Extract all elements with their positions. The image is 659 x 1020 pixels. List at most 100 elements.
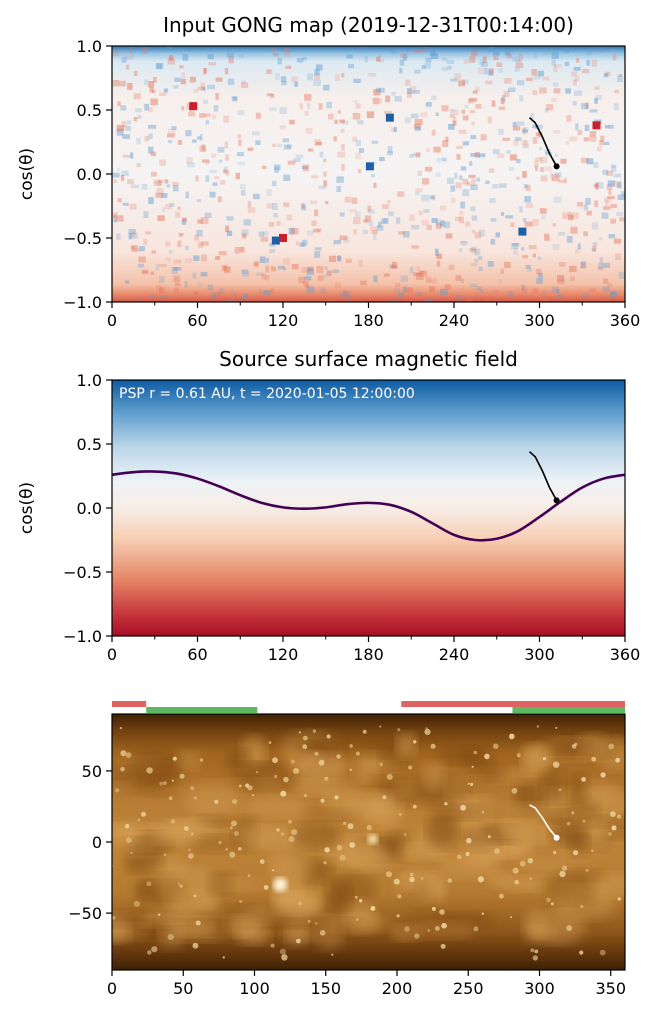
- gong-pixel: [572, 100, 577, 106]
- gong-pixel: [583, 137, 590, 142]
- gong-pixel: [543, 297, 548, 302]
- gong-pixel: [611, 290, 617, 295]
- gong-pixel: [595, 182, 604, 189]
- gong-pixel: [148, 133, 153, 139]
- gong-pixel: [534, 160, 539, 168]
- gong-pixel: [211, 114, 217, 120]
- gong-pixel: [436, 260, 441, 267]
- gong-pixel: [508, 167, 515, 171]
- gong-pixel: [345, 258, 352, 264]
- gong-pixel: [442, 140, 449, 147]
- gong-pixel: [161, 207, 165, 213]
- gong-pixel: [415, 266, 420, 272]
- gong-pixel: [583, 204, 588, 211]
- gong-pixel: [536, 277, 543, 284]
- gong-pixel: [366, 111, 374, 119]
- gong-pixel: [207, 284, 214, 291]
- gong-pixel: [449, 113, 455, 118]
- gong-pixel: [161, 193, 168, 198]
- gong-pixel: [397, 191, 405, 197]
- euv-bright-point: [336, 754, 341, 759]
- gong-pixel: [470, 50, 478, 56]
- gong-pixel: [600, 135, 605, 142]
- gong-pixel: [613, 173, 622, 178]
- gong-pixel: [142, 271, 149, 275]
- gong-pixel: [385, 95, 390, 103]
- gong-pixel: [277, 57, 282, 65]
- gong-pixel: [619, 217, 625, 222]
- gong-pixel: [616, 211, 624, 217]
- gong-pixel: [263, 290, 271, 296]
- gong-pixel: [302, 164, 310, 172]
- gong-pixel: [466, 298, 474, 302]
- y-tick-label: 0: [92, 833, 102, 852]
- gong-pixel: [450, 78, 458, 82]
- gong-pixel: [454, 73, 462, 80]
- gong-pixel: [281, 81, 287, 86]
- x-tick-label: 60: [187, 645, 207, 664]
- gong-pixel: [272, 203, 278, 210]
- gong-pixel: [539, 87, 547, 94]
- gong-pixel: [238, 54, 244, 58]
- gong-pixel: [113, 179, 117, 183]
- gong-pixel: [515, 59, 522, 64]
- gong-pixel: [130, 152, 134, 159]
- gong-pixel: [368, 73, 377, 77]
- gong-pixel: [399, 67, 403, 74]
- gong-pixel: [429, 195, 435, 200]
- gong-pixel: [451, 197, 456, 203]
- source-surface-y-label: cos(θ): [17, 482, 37, 534]
- euv-bright-point: [146, 881, 152, 887]
- gong-pixel: [544, 108, 549, 113]
- gong-pixel: [425, 276, 432, 283]
- gong-pixel: [469, 98, 477, 102]
- gong-pixel: [337, 151, 346, 158]
- gong-pixel: [589, 288, 597, 292]
- gong-pixel: [554, 153, 558, 157]
- gong-pixel: [181, 106, 185, 111]
- psp-annotation: PSP r = 0.61 AU, t = 2020-01-05 12:00:00: [119, 386, 415, 402]
- gong-pixel: [367, 209, 375, 214]
- euv-bright-point: [347, 823, 354, 830]
- gong-pixel: [568, 215, 574, 221]
- euv-bright-point: [519, 860, 526, 867]
- gong-pixel: [414, 123, 421, 129]
- euv-panel: 0 50 100 150 200 250 300 350 −50 0 50: [68, 701, 626, 998]
- gong-pixel: [247, 207, 256, 214]
- euv-region: [506, 832, 535, 854]
- gong-pixel: [218, 159, 223, 163]
- y-tick-label: −0.5: [63, 229, 102, 248]
- gong-pixel: [414, 49, 422, 53]
- gong-pixel: [610, 291, 617, 298]
- euv-region: [479, 763, 509, 782]
- euv-bright-point: [441, 922, 447, 929]
- gong-pixel: [605, 124, 610, 129]
- gong-pixel: [521, 247, 525, 251]
- gong-pixel: [323, 274, 331, 278]
- euv-region: [112, 909, 148, 928]
- euv-bright-point: [398, 813, 402, 816]
- gong-field-line-footpoint: [553, 163, 560, 170]
- euv-bright-point: [125, 752, 132, 758]
- gong-pixel: [328, 297, 337, 302]
- gong-pixel: [553, 66, 558, 73]
- euv-bright-point: [326, 734, 331, 739]
- gong-pixel: [395, 217, 401, 224]
- gong-pixel: [113, 214, 117, 219]
- gong-pixel: [323, 84, 330, 91]
- gong-pixel: [525, 202, 533, 208]
- gong-pixel: [471, 246, 477, 254]
- gong-pixel: [269, 249, 276, 253]
- gong-pixel: [398, 231, 405, 235]
- gong-pixel: [268, 221, 275, 227]
- gong-pixel: [409, 266, 414, 274]
- euv-bright-point: [324, 847, 330, 853]
- gong-y-label: cos(θ): [17, 148, 37, 200]
- gong-pixel: [148, 107, 153, 113]
- gong-pixel: [286, 214, 293, 221]
- gong-pixel: [284, 53, 292, 58]
- euv-bright-point: [444, 802, 448, 806]
- gong-pixel: [283, 174, 291, 181]
- gong-pixel: [425, 102, 432, 107]
- y-tick-label: 50: [82, 762, 102, 781]
